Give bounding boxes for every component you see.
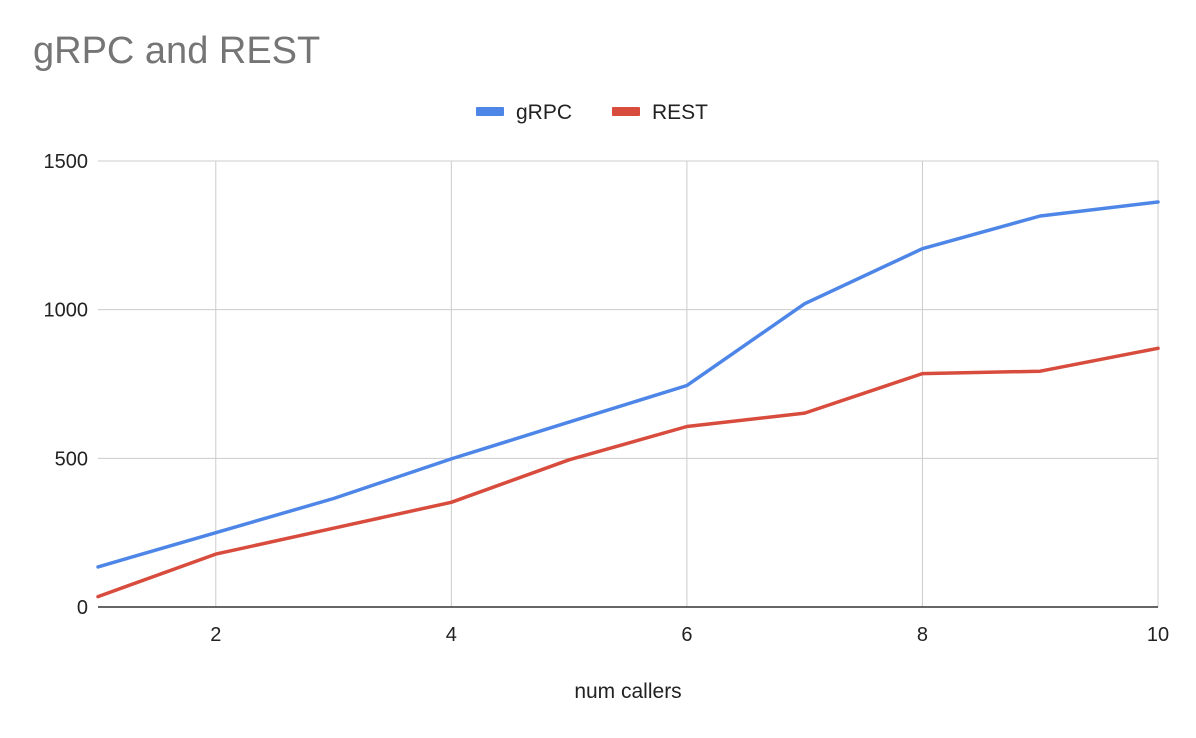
legend-label-grpc: gRPC	[516, 101, 572, 124]
x-tick-label: 6	[681, 624, 692, 646]
y-tick-label: 500	[55, 448, 88, 470]
legend-swatch-rest	[612, 107, 640, 116]
series-line-grpc	[96, 200, 1160, 569]
x-tick-label: 10	[1147, 624, 1169, 646]
series-line-rest	[96, 346, 1160, 599]
legend-label-rest: REST	[652, 101, 708, 124]
axes: 0 500 1000 1500 2 4 6 8 10	[44, 151, 1170, 646]
y-tick-label: 1500	[44, 151, 89, 173]
x-tick-label: 2	[210, 624, 221, 646]
x-axis-label: num callers	[574, 680, 681, 703]
x-tick-label: 8	[917, 624, 928, 646]
legend-swatch-grpc	[476, 107, 504, 116]
series-lines	[96, 200, 1160, 599]
chart-title: gRPC and REST	[33, 30, 321, 72]
y-tick-label: 1000	[44, 300, 89, 322]
legend: gRPC REST	[476, 101, 708, 124]
y-tick-label: 0	[77, 597, 88, 619]
x-tick-label: 4	[446, 624, 457, 646]
